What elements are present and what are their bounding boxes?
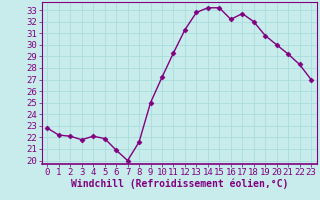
X-axis label: Windchill (Refroidissement éolien,°C): Windchill (Refroidissement éolien,°C) (70, 179, 288, 189)
